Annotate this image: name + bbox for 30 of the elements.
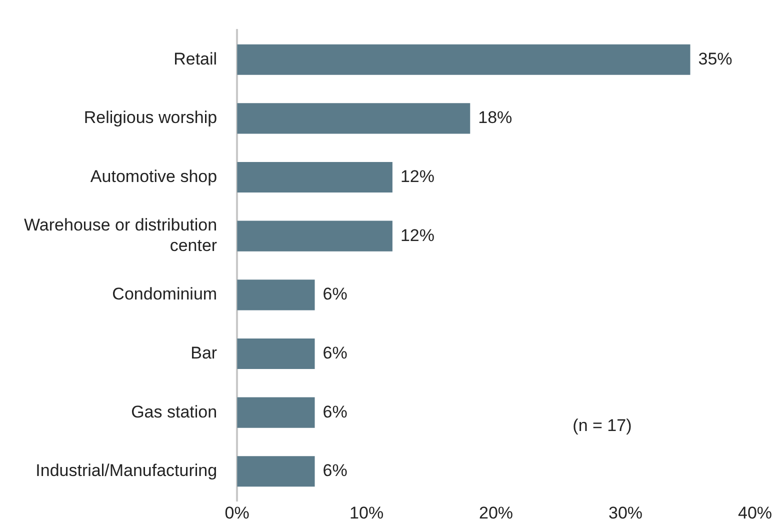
bar xyxy=(237,162,392,193)
data-label: 35% xyxy=(698,49,732,68)
x-tick-label: 20% xyxy=(479,504,514,523)
bar xyxy=(237,338,315,370)
y-tick-label: Automotive shop xyxy=(90,166,218,186)
x-tick-label: 40% xyxy=(738,504,772,523)
data-label: 6% xyxy=(322,343,348,362)
bar xyxy=(237,103,470,134)
bar xyxy=(237,397,315,428)
bar xyxy=(237,220,392,252)
annotation: (n = 17) xyxy=(572,416,632,436)
bar xyxy=(237,456,315,487)
data-label: 6% xyxy=(322,461,348,480)
bar xyxy=(237,44,690,75)
data-label: 18% xyxy=(478,108,512,128)
bar xyxy=(237,280,315,310)
data-label: 12% xyxy=(400,166,434,186)
y-tick-label: Industrial/Manufacturing xyxy=(36,461,218,480)
y-tick-label: Retail xyxy=(174,49,218,68)
y-tick-label: Bar xyxy=(190,343,218,362)
data-label: 6% xyxy=(322,284,348,304)
x-tick-label: 10% xyxy=(350,504,384,523)
x-tick-label: 0% xyxy=(224,504,250,523)
y-tick-label: Warehouse or distribution center xyxy=(24,216,218,255)
x-tick-label: 30% xyxy=(608,504,643,523)
y-tick-label: Condominium xyxy=(112,284,218,304)
y-tick-label: Gas station xyxy=(131,402,218,422)
data-label: 12% xyxy=(400,226,434,245)
data-label: 6% xyxy=(322,402,348,422)
y-tick-label: Religious worship xyxy=(84,108,218,128)
